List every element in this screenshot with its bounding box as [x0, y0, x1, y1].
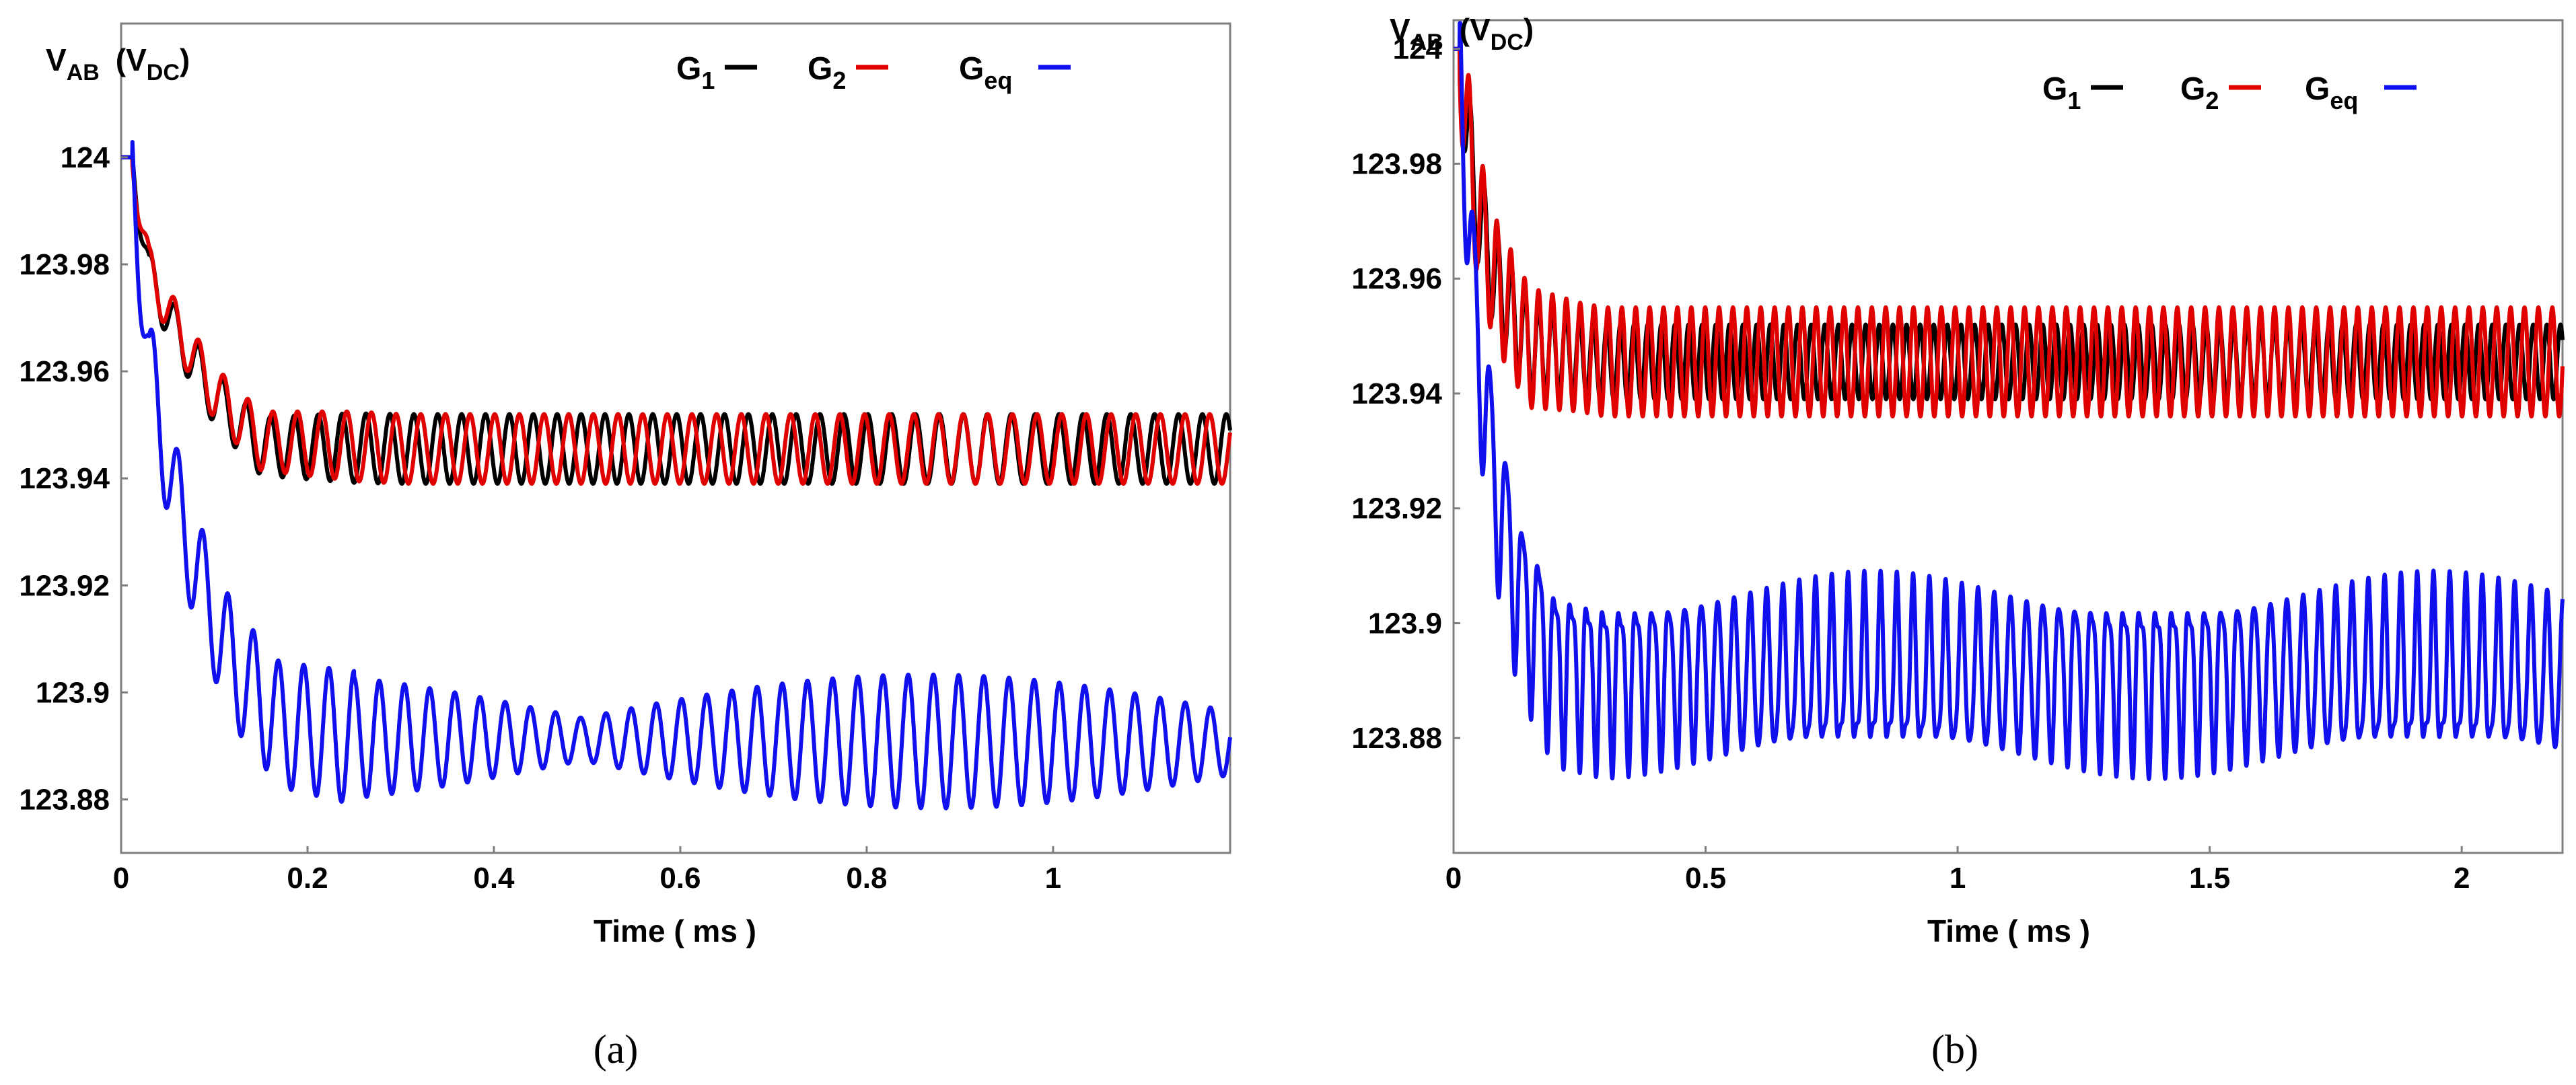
panel-a-ytick-label: 124 — [61, 141, 110, 174]
panel-a-ylabel: VAB (VDC) — [46, 42, 190, 85]
panel-a-series-g2-line — [119, 155, 1232, 486]
panel-a-caption: (a) — [594, 1027, 639, 1072]
panel-b-plot-frame — [1452, 19, 2564, 854]
panel-a-ytick-label: 123.92 — [19, 569, 110, 602]
panel-b-ytick-label: 123.92 — [1351, 492, 1442, 525]
panel-a-ytick-label: 123.9 — [36, 676, 110, 709]
panel-b-xtick-label: 1 — [1949, 862, 1966, 895]
panel-a-ytick-label: 123.88 — [19, 783, 110, 816]
panel-b-legend: G1 G2 Geq — [2042, 71, 2417, 114]
panel-b-legend-label-g2: G2 — [2180, 71, 2219, 114]
panel-a-xtick-label: 0 — [113, 862, 129, 895]
panel-a-xtick-label: 0.2 — [287, 862, 328, 895]
panel-a-xtick-label: 1 — [1045, 862, 1061, 895]
panel-b-ylabel: VAB (VDC) — [1390, 12, 1534, 55]
panel-b-legend-label-g1: G1 — [2042, 71, 2081, 114]
panel-b-ytick-label: 123.94 — [1351, 377, 1442, 410]
panel-a-series-g1-line — [119, 152, 1232, 486]
panel-a-ytick-label: 123.96 — [19, 355, 110, 388]
panel-a-legend-label-g2: G2 — [808, 51, 846, 94]
panel-a-legend-label-g1: G1 — [676, 51, 715, 94]
panel-b-xtick-label: 1.5 — [2189, 862, 2230, 895]
panel-b-series-g2-line — [1452, 46, 2565, 419]
panel-a-xlabel: Time ( ms ) — [594, 913, 756, 948]
panel-b-xtick-label: 0.5 — [1685, 862, 1726, 895]
panel-a-xtick-label: 0.4 — [473, 862, 515, 895]
panel-b-series-geq-line — [1452, 21, 2565, 782]
panel-b: 123.88 123.9 123.92 123.94 123.96 123.98 124 0… — [1351, 12, 2565, 1072]
panel-a-ytick-label: 123.94 — [19, 462, 110, 495]
panel-b-ytick-label: 123.98 — [1351, 147, 1442, 180]
panel-b-legend-label-geq: Geq — [2305, 71, 2358, 114]
panel-a-series-geq-line — [119, 140, 1232, 811]
panel-b-ytick-label: 124 — [1393, 33, 1443, 66]
panel-b-ytick-label: 123.96 — [1351, 262, 1442, 295]
panel-a-ytick-label: 123.98 — [19, 248, 110, 281]
panel-b-xtick-label: 2 — [2454, 862, 2470, 895]
panel-a-legend: G1 G2 Geq — [676, 51, 1071, 94]
panel-b-ytick-label: 123.9 — [1368, 607, 1442, 640]
panel-b-ytick-label: 123.88 — [1351, 722, 1442, 755]
panel-a-xtick-label: 0.6 — [659, 862, 701, 895]
panel-b-xlabel: Time ( ms ) — [1927, 913, 2090, 948]
panel-a-xtick-label: 0.8 — [846, 862, 887, 895]
panel-b-xtick-label: 0 — [1445, 862, 1462, 895]
panel-a: 123.88 123.9 123.92 123.94 123.96 123.98 124 0… — [19, 22, 1232, 1072]
panel-a-legend-label-geq: Geq — [959, 51, 1012, 94]
panel-b-caption: (b) — [1931, 1027, 1978, 1072]
